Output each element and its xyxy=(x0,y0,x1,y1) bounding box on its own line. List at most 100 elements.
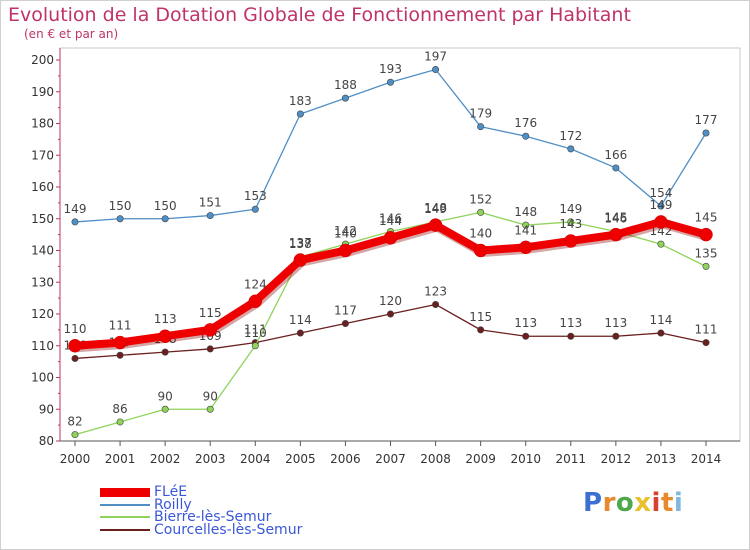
data-point-flee xyxy=(383,231,398,245)
chart-subtitle: (en € et par an) xyxy=(24,27,119,41)
data-point-flee xyxy=(158,329,172,343)
x-tick-label: 2005 xyxy=(285,452,316,466)
data-label-bierre-les-semur: 152 xyxy=(469,192,492,206)
data-point-roilly xyxy=(71,218,79,226)
data-label-courcelles-les-semur: 113 xyxy=(514,316,537,330)
data-label-courcelles-les-semur: 120 xyxy=(379,294,402,308)
data-label-roilly: 177 xyxy=(695,113,718,127)
data-point-bierre-les-semur xyxy=(206,405,214,413)
y-tick-label: 130 xyxy=(31,275,54,289)
legend-label-roilly: Roilly xyxy=(154,496,192,513)
data-label-roilly: 150 xyxy=(154,199,177,213)
data-label-flee: 149 xyxy=(649,198,672,212)
data-label-roilly: 183 xyxy=(289,94,312,108)
data-point-flee xyxy=(518,240,533,255)
legend-swatch-bierre-les-semur xyxy=(100,516,150,519)
logo-letter: x xyxy=(634,488,652,518)
data-point-courcelles-les-semur xyxy=(567,332,575,340)
data-point-courcelles-les-semur xyxy=(612,332,620,340)
legend-swatch-courcelles-les-semur xyxy=(100,528,150,531)
data-label-bierre-les-semur: 86 xyxy=(112,402,127,416)
data-label-courcelles-les-semur: 115 xyxy=(469,310,492,324)
data-point-bierre-les-semur xyxy=(522,221,530,229)
data-label-courcelles-les-semur: 117 xyxy=(334,304,357,318)
data-point-flee xyxy=(338,243,353,258)
data-point-courcelles-les-semur xyxy=(702,339,710,347)
data-label-flee: 110 xyxy=(64,322,87,336)
data-point-courcelles-les-semur xyxy=(432,300,440,308)
data-label-flee: 137 xyxy=(289,236,312,250)
data-label-courcelles-les-semur: 123 xyxy=(424,284,447,298)
data-label-bierre-les-semur: 146 xyxy=(379,211,402,225)
data-point-roilly xyxy=(161,215,169,223)
data-point-courcelles-les-semur xyxy=(341,320,349,328)
data-label-bierre-les-semur: 90 xyxy=(203,389,218,403)
data-point-flee xyxy=(473,243,488,258)
x-tick-label: 2000 xyxy=(60,452,91,466)
y-tick-label: 200 xyxy=(31,53,54,67)
data-point-flee xyxy=(293,253,308,267)
data-point-flee xyxy=(564,234,578,248)
legend-item-roilly: Roilly xyxy=(100,496,302,513)
data-label-flee: 115 xyxy=(199,306,222,320)
x-tick-label: 2008 xyxy=(420,452,451,466)
y-tick-label: 180 xyxy=(31,117,54,131)
data-label-flee: 140 xyxy=(469,227,492,241)
x-tick-label: 2004 xyxy=(240,452,271,466)
data-label-roilly: 179 xyxy=(469,107,492,121)
data-label-bierre-les-semur: 146 xyxy=(604,211,627,225)
data-label-courcelles-les-semur: 111 xyxy=(695,323,718,337)
data-label-roilly: 172 xyxy=(559,129,582,143)
data-point-roilly xyxy=(251,205,259,213)
logo-letter: t xyxy=(660,488,674,518)
data-point-roilly xyxy=(386,78,394,86)
logo-letter: i xyxy=(651,488,661,518)
data-point-flee xyxy=(654,215,668,229)
data-point-roilly xyxy=(116,215,124,223)
x-tick-label: 2007 xyxy=(375,452,406,466)
data-label-bierre-les-semur: 135 xyxy=(695,246,718,260)
x-tick-label: 2002 xyxy=(150,452,181,466)
data-label-bierre-les-semur: 138 xyxy=(289,237,312,251)
data-point-roilly xyxy=(702,129,710,137)
data-label-flee: 111 xyxy=(109,319,132,333)
data-label-bierre-les-semur: 148 xyxy=(514,205,537,219)
data-label-bierre-les-semur: 149 xyxy=(424,202,447,216)
data-point-roilly xyxy=(477,123,485,131)
data-label-flee: 113 xyxy=(154,312,177,326)
data-point-roilly xyxy=(432,66,440,74)
data-point-bierre-les-semur xyxy=(251,342,259,350)
legend-label-courcelles-les-semur: Courcelles-lès-Semur xyxy=(154,521,303,538)
legend-label-flee: FLéE xyxy=(154,484,188,501)
x-tick-label: 2012 xyxy=(601,452,632,466)
data-label-flee: 143 xyxy=(559,217,582,231)
y-tick-label: 150 xyxy=(31,212,54,226)
data-point-flee xyxy=(203,323,217,337)
data-point-courcelles-les-semur xyxy=(161,348,169,356)
logo-letter: i xyxy=(673,488,684,518)
logo-letter: P xyxy=(583,488,603,518)
y-tick-label: 140 xyxy=(31,244,54,258)
data-point-roilly xyxy=(296,110,304,118)
data-label-roilly: 150 xyxy=(109,199,132,213)
data-label-flee: 148 xyxy=(424,201,447,215)
data-point-roilly xyxy=(341,94,349,102)
chart-title: Evolution de la Dotation Globale de Fonc… xyxy=(8,4,631,26)
data-label-flee: 141 xyxy=(514,223,537,237)
data-point-flee xyxy=(609,227,623,242)
legend-swatch-flee xyxy=(100,487,150,497)
data-label-roilly: 193 xyxy=(379,62,402,76)
legend-swatch-roilly xyxy=(100,503,150,506)
data-point-flee xyxy=(113,335,127,350)
y-tick-label: 110 xyxy=(31,339,54,353)
proxiti-logo: Proxiti xyxy=(583,488,683,518)
data-point-flee xyxy=(699,227,713,242)
data-point-roilly xyxy=(206,212,214,220)
data-point-courcelles-les-semur xyxy=(657,329,665,337)
data-point-courcelles-les-semur xyxy=(116,351,124,359)
data-point-bierre-les-semur xyxy=(71,431,79,439)
data-label-bierre-les-semur: 149 xyxy=(559,202,582,216)
